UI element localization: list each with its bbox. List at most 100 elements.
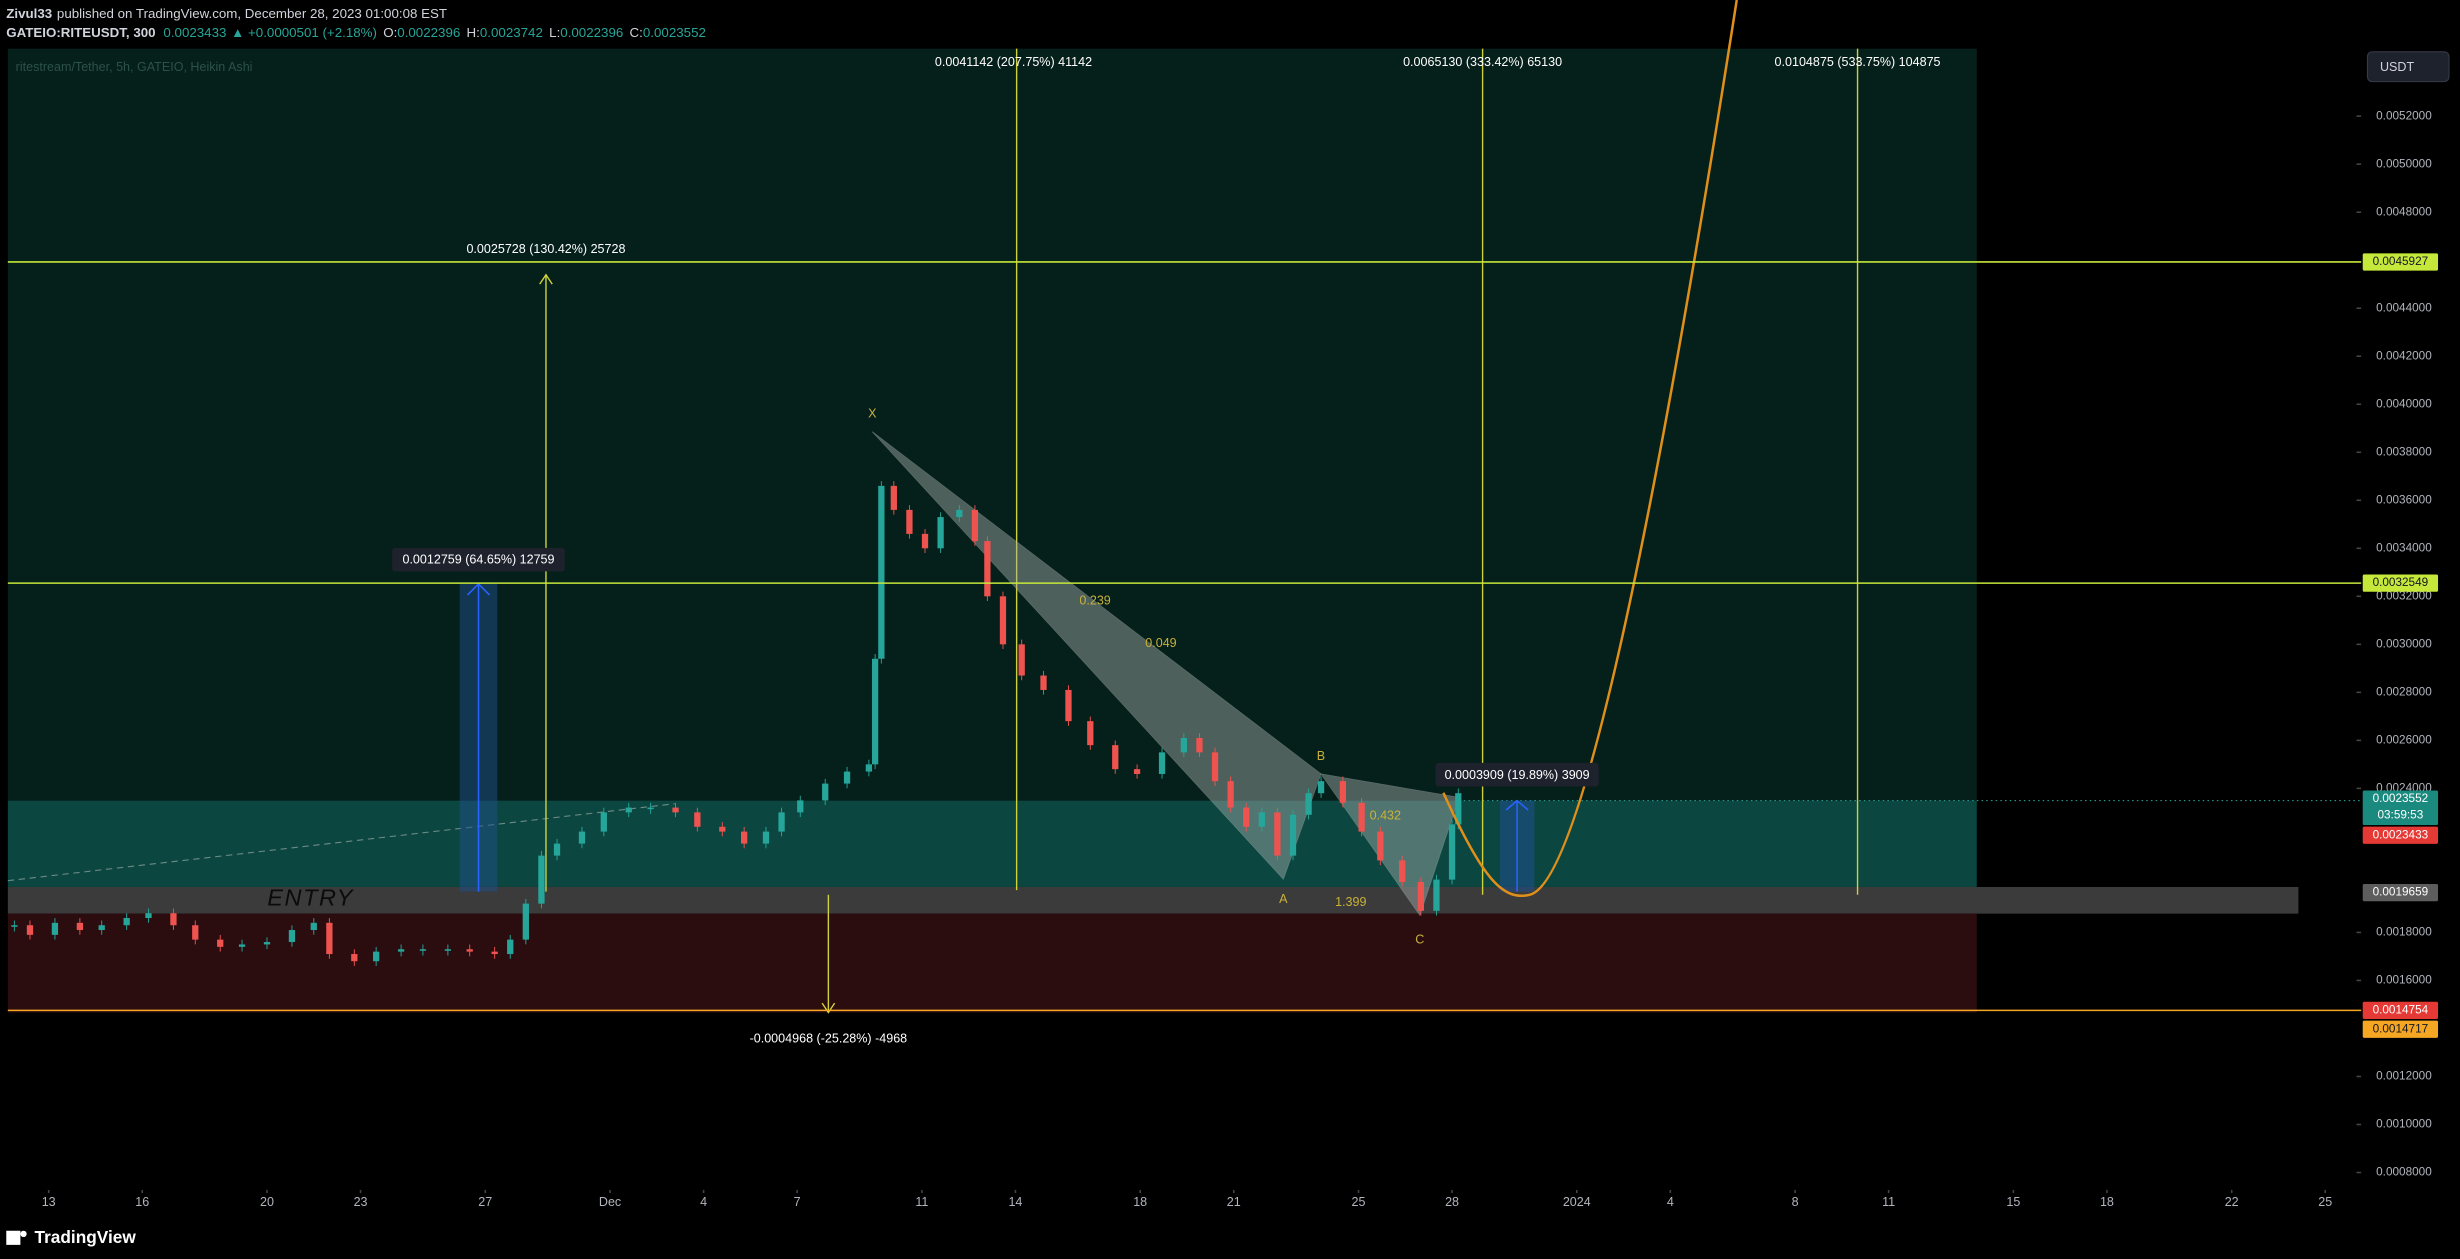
ohlc-label: O:: [383, 24, 397, 39]
x-tick-label: 25: [1352, 1195, 1366, 1209]
x-tick-label: 4: [1667, 1195, 1674, 1209]
candle: [647, 807, 654, 810]
pattern-point: B: [1317, 749, 1325, 763]
stop-zone: [7, 913, 1977, 1013]
symbol: GATEIO:RITEUSDT, 300: [6, 24, 155, 39]
pattern-point: X: [868, 407, 877, 421]
candle: [762, 831, 770, 844]
candle: [625, 807, 632, 813]
x-tick-label: 22: [2225, 1195, 2239, 1209]
y-tick-label: 0.0044000: [2376, 301, 2432, 314]
candle: [419, 949, 427, 951]
candle: [351, 954, 358, 962]
candle: [1040, 675, 1047, 690]
arrow-head: [1505, 799, 1529, 811]
logo: TradingView: [6, 1227, 136, 1247]
x-tick-label: 2024: [1563, 1195, 1591, 1209]
candle: [1433, 879, 1440, 911]
price-label: 0.0023552: [2373, 792, 2429, 805]
candle: [740, 831, 748, 844]
entry-band: [7, 886, 2299, 914]
candle: [672, 807, 679, 813]
candle: [797, 800, 804, 813]
x-tick-label: 14: [1008, 1195, 1022, 1209]
chart-title: ritestream/Tether, 5h, GATEIO, Heikin As…: [16, 60, 253, 74]
candle: [971, 509, 979, 542]
y-tick-label: 0.0010000: [2376, 1118, 2432, 1131]
candle: [1339, 781, 1347, 803]
footer-brand: TradingView: [35, 1227, 137, 1247]
y-tick-label: 0.0018000: [2376, 926, 2432, 939]
candle: [1112, 745, 1119, 770]
x-tick-label: 7: [794, 1195, 801, 1209]
candle: [76, 922, 84, 931]
candle: [491, 951, 498, 955]
candle: [326, 922, 333, 955]
arrow-head: [821, 1002, 836, 1014]
ratio-label: 0.049: [1145, 636, 1176, 650]
candle: [999, 596, 1007, 645]
harmonic-bcd: [1320, 773, 1460, 917]
pattern-point: C: [1415, 933, 1424, 947]
y-tick-label: 0.0038000: [2376, 445, 2432, 458]
price-label-box: [2362, 253, 2439, 271]
arrow-head: [466, 582, 491, 596]
ratio-label: 1.399: [1335, 895, 1366, 909]
candle: [600, 812, 607, 832]
ohlc-value: 0.0023742: [480, 24, 543, 39]
measure-label: 0.0041142 (207.75%) 41142: [935, 55, 1092, 69]
candle: [1305, 793, 1312, 815]
candle: [871, 658, 879, 765]
currency-label[interactable]: USDT: [2380, 60, 2414, 74]
measure-label: 0.0065130 (333.42%) 65130: [1403, 55, 1562, 69]
candle: [1455, 793, 1462, 825]
profit-zone: [7, 800, 1977, 887]
candle: [507, 939, 514, 955]
y-tick-label: 0.0050000: [2376, 157, 2432, 170]
ohlc-value: 0.0023552: [643, 24, 706, 39]
candle: [397, 949, 405, 952]
currency-button[interactable]: [2366, 51, 2450, 83]
candle: [1377, 831, 1384, 861]
price-label: 0.0045927: [2373, 255, 2429, 268]
ohlc-label: C:: [630, 24, 643, 39]
x-tick-label: 28: [1445, 1195, 1459, 1209]
y-tick-label: 0.0030000: [2376, 637, 2432, 650]
candle: [719, 826, 726, 832]
candle: [1358, 802, 1365, 832]
publish-info: published on TradingView.com, December 2…: [57, 6, 447, 21]
measure-label: -0.0004968 (-25.28%) -4968: [750, 1032, 908, 1046]
candle: [1087, 721, 1094, 746]
candle: [51, 922, 59, 935]
x-tick-label: 23: [354, 1195, 368, 1209]
candle: [1289, 814, 1297, 856]
pattern-labels: X A B C 0.239 0.049 0.432 1.399: [868, 407, 1424, 947]
x-tick-label: 8: [1792, 1195, 1799, 1209]
candle: [553, 843, 561, 856]
x-tick-label: 27: [478, 1195, 492, 1209]
y-tick-label: 0.0036000: [2376, 493, 2432, 506]
candle: [906, 509, 913, 534]
measure-label: 0.0104875 (533.75%) 104875: [1775, 55, 1941, 69]
y-tick-label: 0.0008000: [2376, 1166, 2432, 1179]
x-tick-label: Dec: [599, 1195, 621, 1209]
candle: [1211, 752, 1219, 782]
y-tick-label: 0.0026000: [2376, 733, 2432, 746]
measure-label: 0.0012759 (64.65%) 12759: [402, 553, 554, 567]
x-tick-label: 18: [2100, 1195, 2114, 1209]
x-tick-label: 16: [135, 1195, 149, 1209]
candle: [1243, 807, 1250, 827]
x-tick-label: 21: [1227, 1195, 1241, 1209]
ohlc-label: H:: [467, 24, 480, 39]
candle: [822, 783, 829, 801]
candle: [217, 939, 224, 947]
candle: [373, 951, 380, 962]
x-tick-label: 13: [42, 1195, 56, 1209]
candle: [878, 485, 885, 659]
candle: [11, 925, 18, 927]
candle: [466, 949, 473, 952]
candle: [694, 812, 701, 827]
candle: [1158, 752, 1166, 774]
